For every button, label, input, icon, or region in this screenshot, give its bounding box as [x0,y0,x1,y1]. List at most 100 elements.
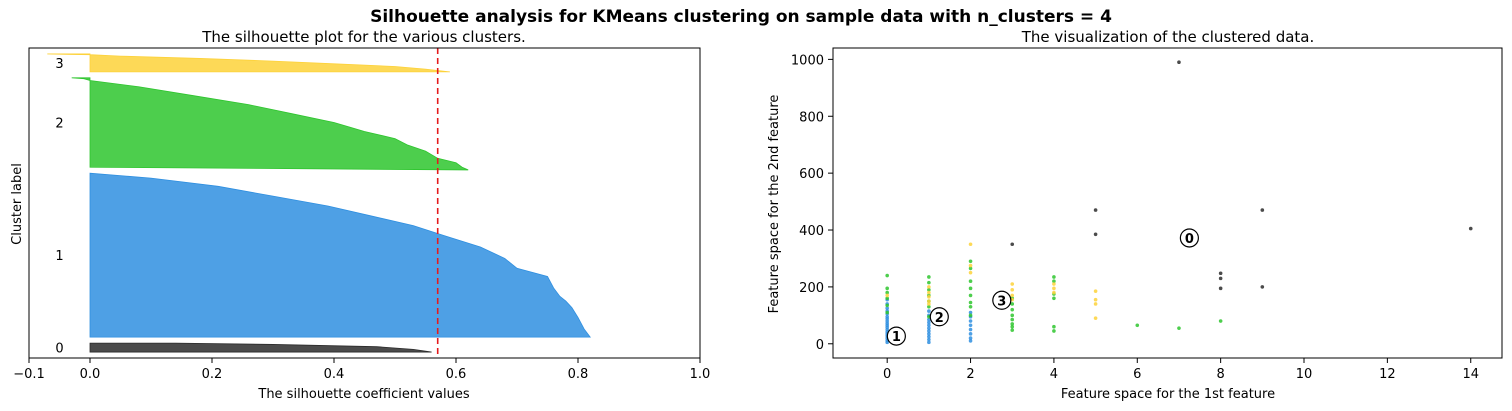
silhouette-plot: 0 1 2 3 −0.1 0.0 0.2 0.4 0.6 0.8 1.0 The silhouet… [10,28,710,402]
scatter-point-cluster-2 [968,259,973,264]
cluster-center-label-2: 2 [935,311,944,326]
scatter-point-cluster-3 [1093,297,1098,302]
x-tick-label: 0.4 [324,367,345,382]
scatter-point-cluster-2 [968,266,973,271]
scatter-point-cluster-2 [1010,324,1015,329]
scatter-point-cluster-0 [1218,271,1223,276]
x-tick-label: 0.2 [202,367,223,382]
scatter-point-cluster-3 [968,242,973,247]
y-tick-label: 1000 [791,53,824,68]
silhouette-x-ticks: −0.1 0.0 0.2 0.4 0.6 0.8 1.0 [13,358,710,382]
scatter-point-cluster-1 [968,310,973,315]
scatter-point-cluster-1 [968,327,973,332]
scatter-point-cluster-3 [1093,302,1098,306]
scatter-point-cluster-1 [927,320,931,325]
y-tick-label: 200 [799,281,824,296]
scatter-point-cluster-2 [1218,319,1223,323]
y-tick-label: 0 [816,338,824,353]
scatter-point-cluster-0 [1010,242,1015,247]
silhouette-plot-title: The silhouette plot for the various clus… [201,28,526,46]
scatter-point-cluster-0 [1093,232,1098,237]
scatter-point-cluster-3 [1093,316,1098,320]
scatter-point-cluster-2 [885,286,889,291]
figure-suptitle: Silhouette analysis for KMeans clusterin… [370,7,1112,27]
scatter-point-cluster-2 [927,280,931,285]
x-tick-label: 6 [1133,367,1141,382]
scatter-point-cluster-2 [1052,279,1056,284]
scatter-point-cluster-3 [927,290,931,295]
cluster-label-1: 1 [55,249,63,264]
scatter-point-cluster-3 [927,285,931,289]
scatter-point-cluster-3 [927,299,931,303]
x-tick-label: 4 [1050,367,1058,382]
scatter-point-cluster-2 [885,290,889,295]
cluster-center-label-0: 0 [1185,232,1194,247]
silhouette-y-axis-label: Cluster label [10,163,25,245]
scatter-point-cluster-1 [968,332,973,336]
cluster-center-1 [886,326,906,346]
silhouette-plot-frame [28,47,701,359]
silhouette-cluster-0 [89,342,432,353]
scatter-point-cluster-0 [1468,226,1473,231]
scatter-point-cluster-1 [927,337,931,342]
cluster-label-0: 0 [55,342,63,357]
x-tick-label: 0.0 [80,367,101,382]
scatter-point-cluster-2 [1135,323,1140,328]
scatter-point-cluster-3 [1093,289,1098,293]
silhouette-x-axis-label: The silhouette coefficient values [257,387,469,402]
x-tick-label: 12 [1379,367,1396,382]
scatter-point-cluster-1 [927,332,931,336]
scatter-point-cluster-0 [1218,286,1223,291]
scatter-point-cluster-2 [1010,302,1015,306]
scatter-point-cluster-2 [885,303,889,308]
cluster-center-0 [1179,228,1199,248]
scatter-point-cluster-2 [927,305,931,309]
scatter-point-cluster-1 [927,329,931,333]
scatter-point-cluster-3 [927,295,931,299]
silhouette-cluster-2 [71,77,469,171]
scatter-point-cluster-3 [968,270,973,275]
scatter-point-cluster-2 [1010,317,1015,322]
scatter-point-cluster-2 [968,279,973,284]
scatter-point-cluster-2 [1052,329,1056,333]
scatter-point-cluster-1 [927,340,931,345]
scatter-point-cluster-1 [927,326,931,330]
scatter-point-cluster-1 [885,306,889,311]
scatter-point-cluster-1 [927,334,931,339]
scatter-point-cluster-2 [1010,328,1015,332]
scatter-point-cluster-2 [1010,313,1015,318]
scatter-point-cluster-2 [968,300,973,305]
scatter-point-cluster-2 [885,296,889,301]
cluster-center-3 [992,290,1012,310]
scatter-point-cluster-2 [968,293,973,298]
scatter-point-cluster-3 [968,263,973,268]
scatter-plot-title: The visualization of the clustered data. [1021,28,1315,46]
scatter-point-cluster-0 [1260,208,1265,212]
scatter-point-cluster-0 [1218,276,1223,281]
silhouette-plot-content: 0 1 2 3 [47,48,591,358]
x-tick-label: 0.8 [568,367,589,382]
scatter-point-cluster-3 [885,293,889,298]
scatter-point-cluster-2 [968,305,973,309]
scatter-point-cluster-3 [1052,286,1056,291]
x-tick-label: 2 [966,367,974,382]
scatter-point-cluster-1 [927,323,931,328]
cluster-center-label-3: 3 [997,294,1006,309]
cluster-label-3: 3 [55,57,63,72]
scatter-point-cluster-1 [968,323,973,328]
scatter-point-cluster-2 [1010,307,1015,312]
scatter-point-cluster-2 [1052,275,1056,279]
x-tick-label: 8 [1217,367,1225,382]
scatter-point-cluster-2 [1177,326,1181,330]
y-tick-label: 800 [799,110,824,125]
scatter-point-cluster-0 [1093,208,1098,212]
scatter-point-cluster-2 [1052,324,1056,329]
scatter-point-cluster-2 [1010,322,1015,326]
scatter-point-cluster-1 [885,314,889,319]
scatter-x-axis-label: Feature space for the 1st feature [1061,387,1275,402]
scatter-point-cluster-2 [1052,296,1056,301]
scatter-point-cluster-1 [927,317,931,322]
scatter-point-cluster-3 [1052,290,1056,295]
